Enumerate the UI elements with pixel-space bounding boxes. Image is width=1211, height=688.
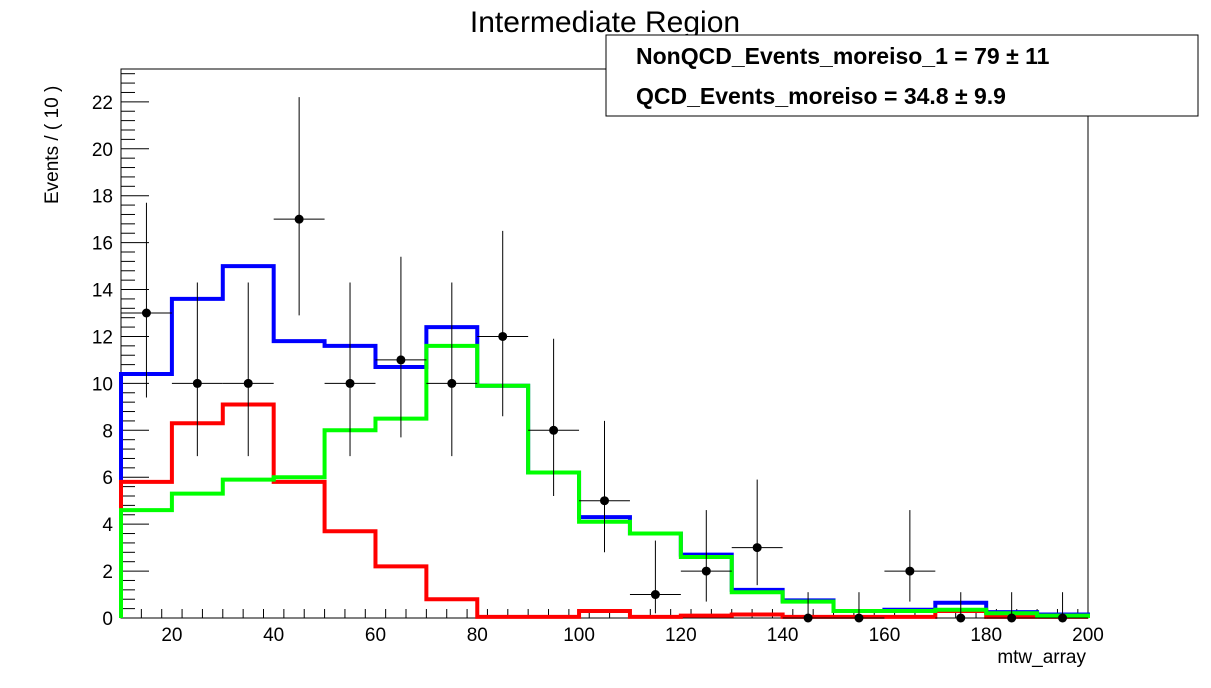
data-point-group <box>935 592 987 623</box>
data-point-group <box>579 420 630 553</box>
y-tick-label: 0 <box>102 609 113 630</box>
stat-nonqcd-value: 79 <box>974 43 1000 69</box>
x-tick-label: 40 <box>263 625 284 646</box>
data-point-group <box>121 202 172 398</box>
data-point <box>752 543 762 553</box>
data-point-group <box>477 230 529 417</box>
axis-ticks <box>120 73 1079 619</box>
data-points-layer <box>121 97 1088 623</box>
x-axis-title: mtw_array <box>997 647 1086 668</box>
stat-qcd-name: QCD_Events_moreiso <box>636 83 878 109</box>
data-point-group <box>222 282 274 457</box>
plot-area-border <box>120 68 1089 619</box>
y-tick-label: 18 <box>92 187 113 208</box>
svg-text:NonQCD_Events_moreiso_1 = 79 ±: NonQCD_Events_moreiso_1 = 79 ± 11 <box>636 43 1050 69</box>
stat-qcd-value: 34.8 <box>904 83 949 109</box>
y-tick-label: 10 <box>92 374 113 395</box>
x-tick-label: 200 <box>1072 625 1104 646</box>
x-tick-label: 80 <box>467 625 488 646</box>
x-tick-label: 160 <box>869 625 901 646</box>
data-point <box>1058 613 1068 623</box>
chart-title: Intermediate Region <box>470 6 740 39</box>
x-tick-label: 140 <box>767 625 799 646</box>
y-tick-label: 2 <box>102 562 113 583</box>
x-tick-label: 120 <box>665 625 697 646</box>
y-tick-label: 4 <box>102 515 113 536</box>
data-point-group <box>273 97 325 316</box>
x-tick-label: 180 <box>970 625 1002 646</box>
stat-line-nonqcd: NonQCD_Events_moreiso_1 = 79 ± 11 <box>636 43 1050 69</box>
plot-frame <box>120 68 1089 619</box>
y-tick-label: 20 <box>92 140 113 161</box>
data-point <box>701 566 711 576</box>
data-point-group <box>171 282 223 457</box>
x-tick-label: 20 <box>161 625 182 646</box>
data-point <box>243 378 253 388</box>
data-point <box>192 378 202 388</box>
y-axis-tick-labels: 0 2 4 6 8 10 12 14 16 18 20 22 <box>92 93 114 630</box>
y-axis-title: Events / ( 10 ) <box>42 86 63 204</box>
data-point-group <box>629 540 681 614</box>
data-point-group <box>528 338 580 496</box>
data-point <box>905 566 915 576</box>
data-point-group <box>986 592 1038 623</box>
data-point <box>549 425 559 435</box>
data-point-group <box>680 510 732 602</box>
stat-line-qcd: QCD_Events_moreiso = 34.8 ± 9.9 <box>636 83 1006 109</box>
stat-nonqcd-error: 11 <box>1025 43 1050 69</box>
y-tick-label: 22 <box>92 93 113 114</box>
data-point <box>650 590 660 600</box>
series-step-2 <box>119 343 1090 618</box>
data-point <box>803 613 813 623</box>
data-point-group <box>782 592 834 623</box>
data-point <box>396 355 406 365</box>
data-point <box>600 496 609 506</box>
data-point <box>141 308 151 318</box>
stat-box-frame <box>605 34 1199 117</box>
data-point-group <box>884 510 936 602</box>
data-point-group <box>1037 592 1088 623</box>
data-point <box>447 378 457 388</box>
data-point-group <box>375 256 427 438</box>
y-tick-label: 8 <box>102 421 113 442</box>
stat-box: NonQCD_Events_moreiso_1 = 79 ± 11 QCD_Ev… <box>605 34 1199 117</box>
data-point-group <box>833 592 885 623</box>
series-step-1 <box>119 402 1090 619</box>
x-tick-label: 60 <box>365 625 386 646</box>
x-axis-tick-labels: 20 40 60 80 100 120 140 160 180 200 <box>161 625 1104 646</box>
y-tick-label: 6 <box>102 468 113 489</box>
y-tick-label: 16 <box>92 234 113 255</box>
data-point <box>498 331 508 341</box>
data-point-group <box>731 479 783 586</box>
svg-text:QCD_Events_moreiso = 34.8 ± 9.: QCD_Events_moreiso = 34.8 ± 9.9 <box>636 83 1006 109</box>
stat-qcd-error: 9.9 <box>974 83 1006 109</box>
data-point <box>956 613 966 623</box>
data-point <box>1007 613 1017 623</box>
data-point <box>294 214 304 224</box>
y-tick-label: 14 <box>92 281 114 302</box>
x-tick-label: 100 <box>563 625 595 646</box>
y-tick-label: 12 <box>92 327 113 348</box>
data-point-group <box>324 282 376 457</box>
stat-nonqcd-name: NonQCD_Events_moreiso_1 <box>636 43 948 69</box>
data-point <box>854 613 864 623</box>
data-point-group <box>426 282 478 457</box>
data-point <box>345 378 355 388</box>
